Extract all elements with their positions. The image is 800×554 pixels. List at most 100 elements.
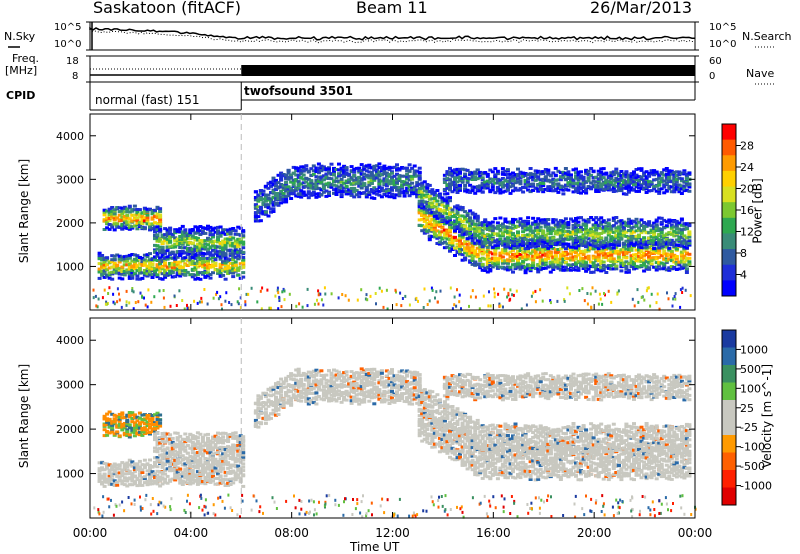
data-cell — [533, 267, 538, 270]
data-cell — [523, 182, 528, 186]
data-cell — [677, 176, 682, 180]
data-cell — [311, 164, 316, 168]
data-cell — [339, 193, 344, 197]
data-cell — [669, 223, 674, 227]
data-cell — [604, 247, 609, 251]
data-cell — [206, 259, 210, 263]
data-cell — [435, 199, 440, 203]
data-cell — [316, 162, 321, 166]
data-cell — [574, 254, 578, 258]
data-cell — [324, 189, 329, 193]
data-cell — [513, 262, 518, 266]
data-cell — [211, 256, 215, 259]
data-cell — [153, 221, 157, 225]
data-cell — [417, 187, 422, 190]
data-cell — [379, 179, 384, 183]
data-cell — [536, 183, 541, 187]
data-cell — [153, 255, 157, 259]
data-cell — [475, 188, 480, 192]
data-cell — [213, 258, 218, 262]
data-cell — [316, 179, 321, 183]
data-cell — [458, 244, 462, 247]
data-cell — [263, 205, 268, 209]
data-cell — [596, 190, 601, 193]
data-cell — [357, 195, 362, 199]
data-cell — [377, 189, 382, 193]
data-cell — [448, 228, 452, 232]
data-cell — [483, 250, 488, 254]
data-cell — [624, 264, 629, 268]
data-cell — [374, 168, 379, 172]
data-cell — [677, 173, 682, 177]
data-cell — [198, 271, 203, 275]
data-cell — [599, 269, 604, 273]
data-cell — [513, 267, 518, 271]
data-cell — [667, 179, 672, 183]
data-cell — [367, 180, 372, 184]
data-cell — [286, 177, 291, 181]
data-cell — [195, 245, 200, 249]
data-cell — [112, 268, 117, 272]
data-cell — [475, 262, 480, 266]
data-cell — [165, 265, 170, 269]
data-cell — [569, 230, 573, 234]
data-cell — [155, 273, 160, 277]
data-cell — [579, 238, 583, 242]
data-cell — [266, 186, 271, 190]
data-cell — [269, 197, 273, 201]
data-cell — [178, 252, 183, 256]
data-cell — [314, 166, 319, 170]
data-cell — [435, 220, 440, 224]
data-cell — [448, 246, 452, 250]
data-cell — [213, 239, 218, 243]
data-cell — [198, 239, 203, 242]
data-cell — [299, 195, 304, 199]
data-cell — [132, 272, 137, 276]
data-cell — [611, 230, 616, 234]
data-cell — [679, 223, 684, 227]
data-cell — [261, 193, 266, 197]
data-cell — [677, 260, 682, 264]
data-cell — [629, 174, 634, 178]
data-cell — [599, 188, 604, 192]
data-cell — [634, 223, 639, 227]
data-cell — [551, 236, 556, 240]
data-cell — [120, 258, 125, 262]
data-cell — [594, 244, 599, 248]
data-cell — [97, 251, 102, 255]
data-cell — [266, 206, 271, 210]
data-cell — [616, 235, 621, 239]
data-cell — [448, 242, 452, 246]
data-cell — [468, 224, 473, 228]
data-cell — [130, 269, 135, 272]
data-cell — [412, 169, 417, 173]
data-cell — [427, 226, 432, 229]
data-cell — [442, 228, 447, 232]
data-cell — [473, 241, 478, 245]
data-cell — [538, 258, 543, 262]
data-cell — [233, 229, 238, 233]
data-cell — [541, 182, 546, 185]
data-cell — [480, 235, 485, 239]
data-cell — [677, 170, 682, 174]
data-cell — [485, 265, 490, 268]
data-cell — [397, 174, 402, 178]
data-cell — [654, 225, 659, 229]
data-cell — [490, 261, 495, 265]
data-cell — [218, 225, 223, 229]
data-cell — [231, 275, 236, 279]
data-cell — [397, 190, 402, 194]
data-cell — [367, 190, 372, 194]
data-cell — [505, 182, 510, 186]
data-cell — [657, 175, 662, 179]
data-cell — [586, 237, 591, 241]
data-cell — [437, 203, 442, 207]
data-cell — [175, 237, 180, 241]
data-cell — [586, 241, 591, 245]
data-cell — [629, 186, 634, 190]
data-cell — [236, 232, 241, 236]
data-cell — [528, 190, 533, 194]
data-cell — [127, 264, 132, 268]
data-cell — [483, 218, 488, 222]
data-cell — [344, 189, 349, 193]
